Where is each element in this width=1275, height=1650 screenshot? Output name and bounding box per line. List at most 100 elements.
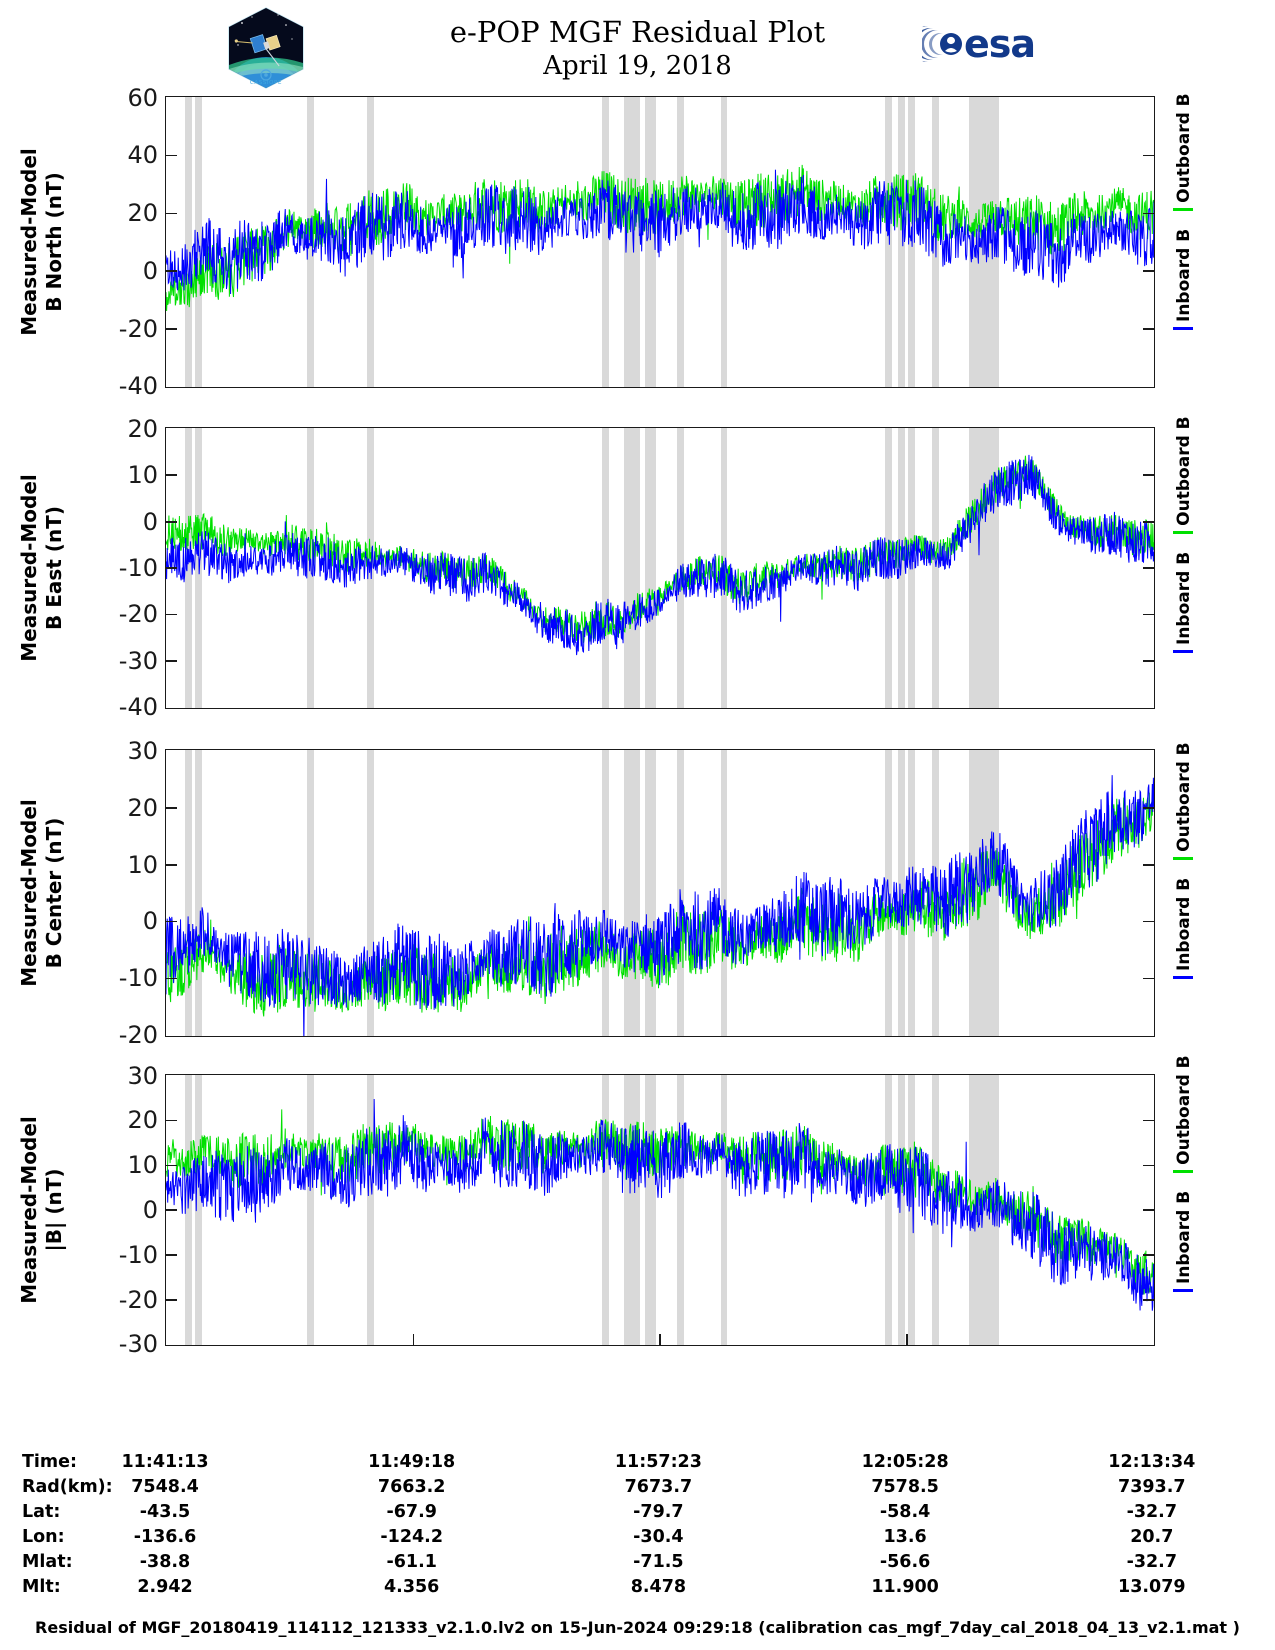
shaded-band	[644, 428, 657, 708]
y-tick-mark	[166, 920, 177, 923]
trace-group	[166, 775, 1154, 1036]
table-cell: -136.6	[133, 1527, 197, 1547]
legend-swatch-outboard	[1173, 207, 1193, 211]
y-tick-mark	[166, 1119, 177, 1122]
y-tick-mark	[166, 863, 177, 866]
y-tick-mark	[1143, 1254, 1154, 1256]
legend-label-inboard: Inboard B	[1174, 878, 1194, 972]
table-cell: 11:41:13	[121, 1452, 209, 1472]
table-cell: 11.900	[871, 1577, 939, 1597]
table-cell: 7548.4	[131, 1477, 199, 1497]
y-tick-mark	[166, 1164, 177, 1167]
y-tick-mark	[166, 212, 177, 215]
shaded-band	[367, 750, 375, 1036]
legend-entry-outboard: Outboard B	[1173, 1054, 1194, 1173]
table-cell: 2.942	[137, 1577, 193, 1597]
shaded-band	[307, 1075, 315, 1345]
legend-entry-inboard: Inboard B	[1173, 551, 1194, 653]
table-row-label: Mlat:	[22, 1552, 73, 1572]
shaded-band	[885, 1075, 893, 1345]
table-cell: 7393.7	[1118, 1477, 1186, 1497]
y-tick-label: -30	[118, 646, 158, 675]
legend-b-east: Inboard B Outboard B	[1173, 398, 1194, 653]
shaded-band	[644, 97, 657, 387]
y-tick-mark	[1143, 660, 1154, 662]
y-tick-mark	[1143, 520, 1154, 523]
y-tick-mark	[1143, 1209, 1154, 1211]
trace-group	[166, 1098, 1154, 1311]
shaded-band	[677, 97, 685, 387]
shaded-band	[307, 428, 315, 708]
table-cell: -67.9	[386, 1502, 437, 1522]
y-tick-mark	[1143, 920, 1154, 923]
y-tick-label: -10	[118, 964, 158, 993]
y-tick-label: -10	[118, 554, 158, 582]
legend-swatch-inboard	[1173, 326, 1193, 330]
y-tick-label: -20	[118, 1021, 158, 1050]
legend-label-outboard: Outboard B	[1174, 742, 1194, 853]
y-tick-mark	[166, 1299, 177, 1301]
cassiope-logo-wordmark: CASSIOPE	[250, 80, 282, 86]
y-tick-mark	[166, 270, 177, 272]
table-row: Lon: -136.6 -124.2 -30.4 13.6 20.7	[0, 1527, 1275, 1552]
x-tick-mark	[659, 1334, 661, 1345]
y-tick-mark	[1143, 1299, 1154, 1301]
ephemeris-table: Time: 11:41:13 11:49:18 11:57:23 12:05:28 12:…	[0, 1452, 1275, 1602]
shaded-band	[194, 750, 202, 1036]
table-cell: 12:05:28	[861, 1452, 949, 1472]
shaded-band	[644, 1075, 657, 1345]
esa-wordmark: esa	[964, 22, 1036, 66]
table-row-label: Lat:	[22, 1502, 61, 1522]
y-tick-mark	[1143, 613, 1154, 616]
shaded-band	[931, 1075, 939, 1345]
legend-entry-inboard: Inboard B	[1173, 228, 1194, 330]
table-cell: 7673.7	[624, 1477, 693, 1497]
y-tick-label: 0	[142, 507, 158, 536]
table-cell: -30.4	[633, 1527, 684, 1547]
shaded-band	[644, 750, 657, 1036]
trace-outboard	[166, 455, 1154, 646]
trace-inboard	[166, 454, 1154, 656]
y-tick-label: 0	[142, 907, 158, 936]
table-row-label: Rad(km):	[22, 1477, 113, 1497]
table-cell: -124.2	[380, 1527, 443, 1547]
table-row: Mlt: 2.942 4.356 8.478 11.900 13.079	[0, 1577, 1275, 1602]
shaded-band	[720, 1075, 728, 1345]
table-cell: -32.7	[1126, 1502, 1178, 1522]
y-tick-mark	[166, 806, 177, 809]
shaded-band	[184, 1075, 192, 1345]
legend-entry-inboard: Inboard B	[1173, 878, 1194, 980]
shaded-band	[623, 97, 640, 387]
y-tick-label: 10	[127, 461, 158, 490]
y-tick-label: 10	[127, 850, 158, 879]
trace-inboard	[166, 1098, 1154, 1311]
y-tick-mark	[166, 613, 177, 616]
shaded-band	[307, 750, 315, 1036]
y-tick-mark	[1143, 1164, 1154, 1167]
y-tick-mark	[166, 1209, 177, 1211]
y-tick-label: -30	[118, 1330, 158, 1359]
y-axis-label-b-east: Measured-Model B East (nT)	[17, 474, 66, 662]
legend-b-center: Inboard B Outboard B	[1173, 725, 1194, 980]
y-axis-label-b-mag: Measured-Model |B| (nT)	[17, 1116, 66, 1304]
y-tick-label: 40	[127, 141, 158, 170]
footer-caption: Residual of MGF_20180419_114112_121333_v…	[35, 1618, 1240, 1637]
shaded-band	[908, 1075, 915, 1345]
y-tick-mark	[1143, 863, 1154, 866]
y-tick-mark	[1143, 806, 1154, 809]
legend-label-outboard: Outboard B	[1174, 1054, 1194, 1165]
table-row: Time: 11:41:13 11:49:18 11:57:23 12:05:28 12:…	[0, 1452, 1275, 1477]
y-tick-label: 10	[127, 1151, 158, 1180]
legend-entry-outboard: Outboard B	[1173, 93, 1194, 211]
y-tick-label: -40	[118, 372, 158, 401]
table-cell: 12:13:34	[1108, 1452, 1196, 1472]
table-cell: 20.7	[1130, 1527, 1174, 1547]
legend-entry-inboard: Inboard B	[1173, 1190, 1194, 1292]
legend-label-outboard: Outboard B	[1174, 415, 1194, 526]
plot-panel-b-mag	[165, 1074, 1155, 1346]
plot-panel-b-east	[165, 427, 1155, 709]
y-tick-mark	[1143, 1119, 1154, 1122]
table-row: Rad(km): 7548.4 7663.2 7673.7 7578.5 7393.7	[0, 1477, 1275, 1502]
y-tick-label: -20	[118, 600, 158, 629]
y-tick-label: -10	[118, 1240, 158, 1269]
